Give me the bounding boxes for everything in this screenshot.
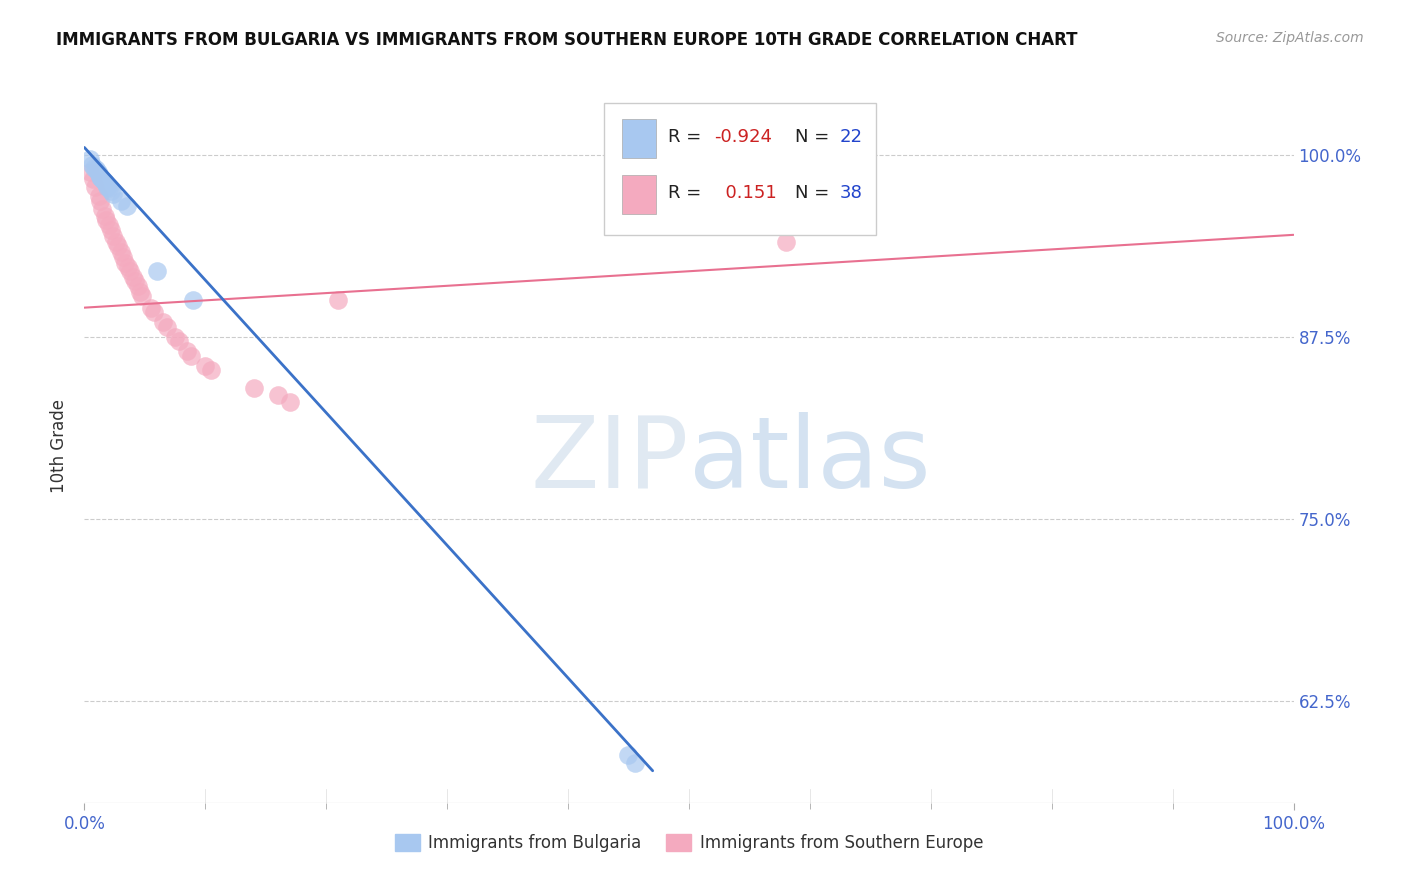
Point	[242, 381, 264, 395]
Point	[100, 223, 122, 237]
Point	[94, 213, 117, 227]
Point	[80, 158, 103, 172]
Point	[97, 181, 120, 195]
Point	[94, 209, 117, 223]
Point	[110, 194, 132, 209]
Point	[110, 245, 132, 260]
Text: atlas: atlas	[689, 412, 931, 508]
Y-axis label: 10th Grade: 10th Grade	[51, 399, 69, 493]
Point	[617, 747, 640, 762]
Point	[623, 756, 645, 771]
Point	[181, 293, 204, 308]
Point	[114, 255, 136, 269]
Text: Source: ZipAtlas.com: Source: ZipAtlas.com	[1216, 31, 1364, 45]
Point	[91, 172, 114, 186]
Point	[91, 202, 114, 216]
Point	[155, 319, 177, 334]
Point	[86, 165, 108, 179]
Point	[165, 330, 187, 344]
Point	[97, 218, 120, 232]
Point	[117, 260, 139, 274]
Point	[152, 315, 174, 329]
Point	[107, 239, 129, 253]
Text: 22: 22	[841, 128, 863, 146]
Legend: Immigrants from Bulgaria, Immigrants from Southern Europe: Immigrants from Bulgaria, Immigrants fro…	[388, 827, 990, 859]
Point	[94, 177, 117, 191]
Point	[180, 349, 202, 363]
Point	[278, 395, 301, 409]
Point	[87, 188, 110, 202]
Text: R =: R =	[668, 128, 707, 146]
Text: N =: N =	[796, 128, 835, 146]
Point	[120, 264, 142, 278]
Point	[200, 363, 222, 377]
Point	[124, 275, 146, 289]
Point	[129, 285, 152, 299]
Point	[84, 179, 107, 194]
Point	[83, 161, 105, 175]
Point	[146, 264, 169, 278]
Point	[82, 172, 104, 186]
Text: ZIP: ZIP	[530, 412, 689, 508]
Point	[103, 187, 125, 202]
Point	[96, 179, 118, 194]
Point	[87, 167, 110, 181]
Point	[79, 165, 101, 179]
Point	[176, 344, 198, 359]
Text: IMMIGRANTS FROM BULGARIA VS IMMIGRANTS FROM SOUTHERN EUROPE 10TH GRADE CORRELATI: IMMIGRANTS FROM BULGARIA VS IMMIGRANTS F…	[56, 31, 1078, 49]
Point	[112, 250, 135, 264]
Point	[100, 184, 122, 198]
Text: 38: 38	[841, 184, 863, 202]
Point	[89, 194, 111, 209]
Text: R =: R =	[668, 184, 707, 202]
Point	[267, 388, 290, 402]
Point	[127, 278, 149, 293]
Point	[103, 229, 125, 244]
Point	[89, 169, 111, 184]
Point	[194, 359, 217, 373]
Point	[143, 305, 166, 319]
Point	[93, 174, 115, 188]
Text: 0.151: 0.151	[714, 184, 778, 202]
Text: -0.924: -0.924	[714, 128, 772, 146]
Point	[139, 301, 162, 315]
FancyBboxPatch shape	[605, 103, 876, 235]
Point	[775, 235, 797, 249]
Point	[94, 175, 117, 189]
Point	[328, 293, 350, 308]
Text: N =: N =	[796, 184, 835, 202]
Point	[79, 152, 101, 166]
Point	[90, 171, 112, 186]
Bar	[623, 175, 657, 214]
Point	[115, 199, 138, 213]
Bar	[623, 120, 657, 159]
Point	[104, 235, 127, 249]
Point	[86, 162, 108, 177]
Point	[167, 334, 190, 348]
Point	[121, 270, 143, 285]
Point	[131, 289, 153, 303]
